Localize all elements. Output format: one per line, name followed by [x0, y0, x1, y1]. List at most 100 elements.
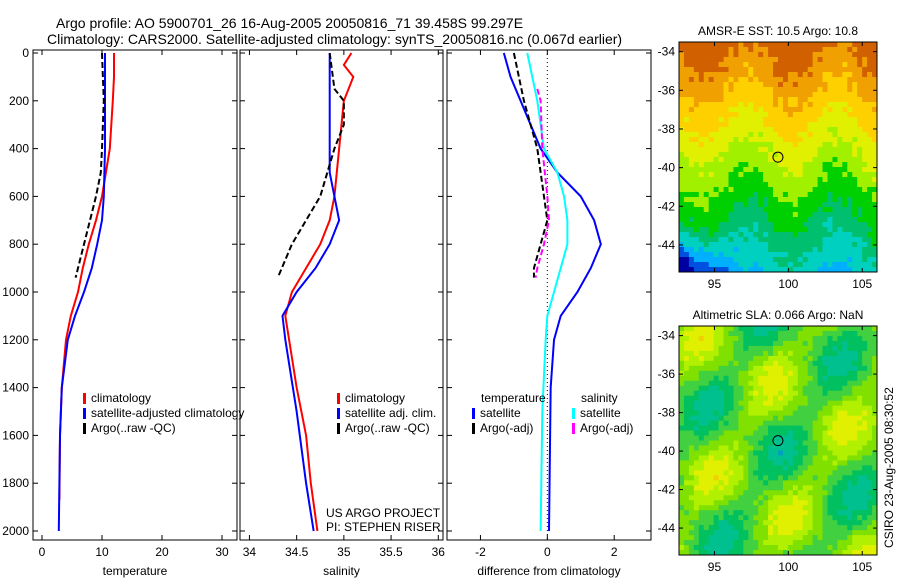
map-cell	[683, 57, 690, 63]
map-cell	[782, 97, 789, 103]
map-cell	[792, 107, 799, 113]
map-cell	[748, 152, 754, 158]
map-cell	[778, 67, 784, 73]
map-cell	[768, 385, 774, 392]
map-cell	[802, 535, 809, 541]
map-cell	[768, 117, 774, 123]
map-cell	[817, 515, 824, 521]
map-cell	[733, 490, 739, 496]
map-cell	[847, 355, 853, 362]
map-cell	[857, 87, 863, 93]
map-cell	[792, 247, 799, 253]
map-cell	[842, 147, 848, 153]
map-cell	[693, 262, 700, 268]
map-cell	[842, 505, 848, 511]
map-cell	[733, 485, 739, 491]
map-cell	[703, 445, 710, 451]
map-cell	[867, 490, 873, 496]
map-cell	[787, 465, 794, 471]
series-temperature-argo-adj-	[512, 52, 549, 278]
map-cell	[738, 520, 744, 526]
map-cell	[852, 177, 858, 183]
map-cell	[713, 187, 720, 193]
legend-label: satellite adj. clim.	[345, 406, 436, 420]
map-cell	[773, 182, 779, 188]
map-cell	[797, 490, 804, 496]
map-cell	[862, 142, 868, 148]
map-cell	[748, 42, 754, 48]
map-cell	[688, 420, 695, 427]
map-cell	[768, 152, 774, 158]
map-cell	[797, 47, 804, 53]
map-cell	[753, 157, 759, 163]
map-cell	[758, 500, 764, 506]
map-cell	[708, 182, 715, 188]
map-cell	[693, 490, 700, 496]
map-cell	[782, 147, 789, 153]
map-cell	[822, 405, 828, 412]
map-cell	[817, 147, 824, 153]
map-cell	[782, 550, 789, 556]
map-cell	[683, 72, 690, 78]
map-cell	[758, 197, 764, 203]
map-cell	[723, 177, 729, 183]
map-cell	[807, 345, 814, 352]
map-cell	[847, 540, 853, 546]
map-cell	[743, 505, 749, 511]
map-cell	[723, 420, 729, 427]
map-cell	[683, 147, 690, 153]
map-cell	[748, 62, 754, 68]
map-cell	[688, 360, 695, 367]
map-cell	[738, 232, 744, 238]
map-cell	[718, 227, 725, 233]
map-cell	[753, 147, 759, 153]
map-cell	[758, 465, 764, 471]
map-cell	[708, 87, 715, 93]
map-cell	[743, 485, 749, 491]
map-cell	[758, 480, 764, 486]
map-cell	[847, 187, 853, 193]
map-cell	[852, 92, 858, 98]
map-cell	[738, 500, 744, 506]
map-cell	[718, 137, 725, 143]
map-cell	[738, 147, 744, 153]
map-cell	[778, 330, 784, 337]
map-cell	[753, 455, 759, 461]
map-cell	[733, 360, 739, 367]
map-cell	[822, 192, 828, 198]
map-cell	[797, 470, 804, 476]
map-cell	[817, 530, 824, 536]
map-cell	[822, 345, 828, 352]
map-cell	[837, 465, 843, 471]
map-cell	[782, 326, 789, 332]
map-cell	[718, 117, 725, 123]
map-cell	[832, 237, 838, 243]
y-tick-label: -40	[658, 444, 676, 458]
map-cell	[782, 540, 789, 546]
map-cell	[773, 167, 779, 173]
map-cell	[857, 525, 863, 531]
map-cell	[703, 495, 710, 501]
map-cell	[713, 345, 720, 352]
map-cell	[797, 202, 804, 208]
map-cell	[773, 237, 779, 243]
map-cell	[718, 330, 725, 337]
map-cell	[698, 385, 705, 392]
map-cell	[797, 197, 804, 203]
map-cell	[827, 510, 833, 516]
map-cell	[832, 500, 838, 506]
map-cell	[753, 435, 759, 441]
map-cell	[867, 142, 873, 148]
map-cell	[768, 257, 774, 263]
map-cell	[748, 137, 754, 143]
map-cell	[812, 390, 819, 397]
map-cell	[723, 370, 729, 377]
map-cell	[867, 262, 873, 268]
map-cell	[753, 152, 759, 158]
map-cell	[713, 480, 720, 486]
map-cell	[822, 440, 828, 446]
map-cell	[787, 425, 794, 432]
map-cell	[778, 207, 784, 213]
map-cell	[862, 247, 868, 253]
map-cell	[867, 137, 873, 143]
